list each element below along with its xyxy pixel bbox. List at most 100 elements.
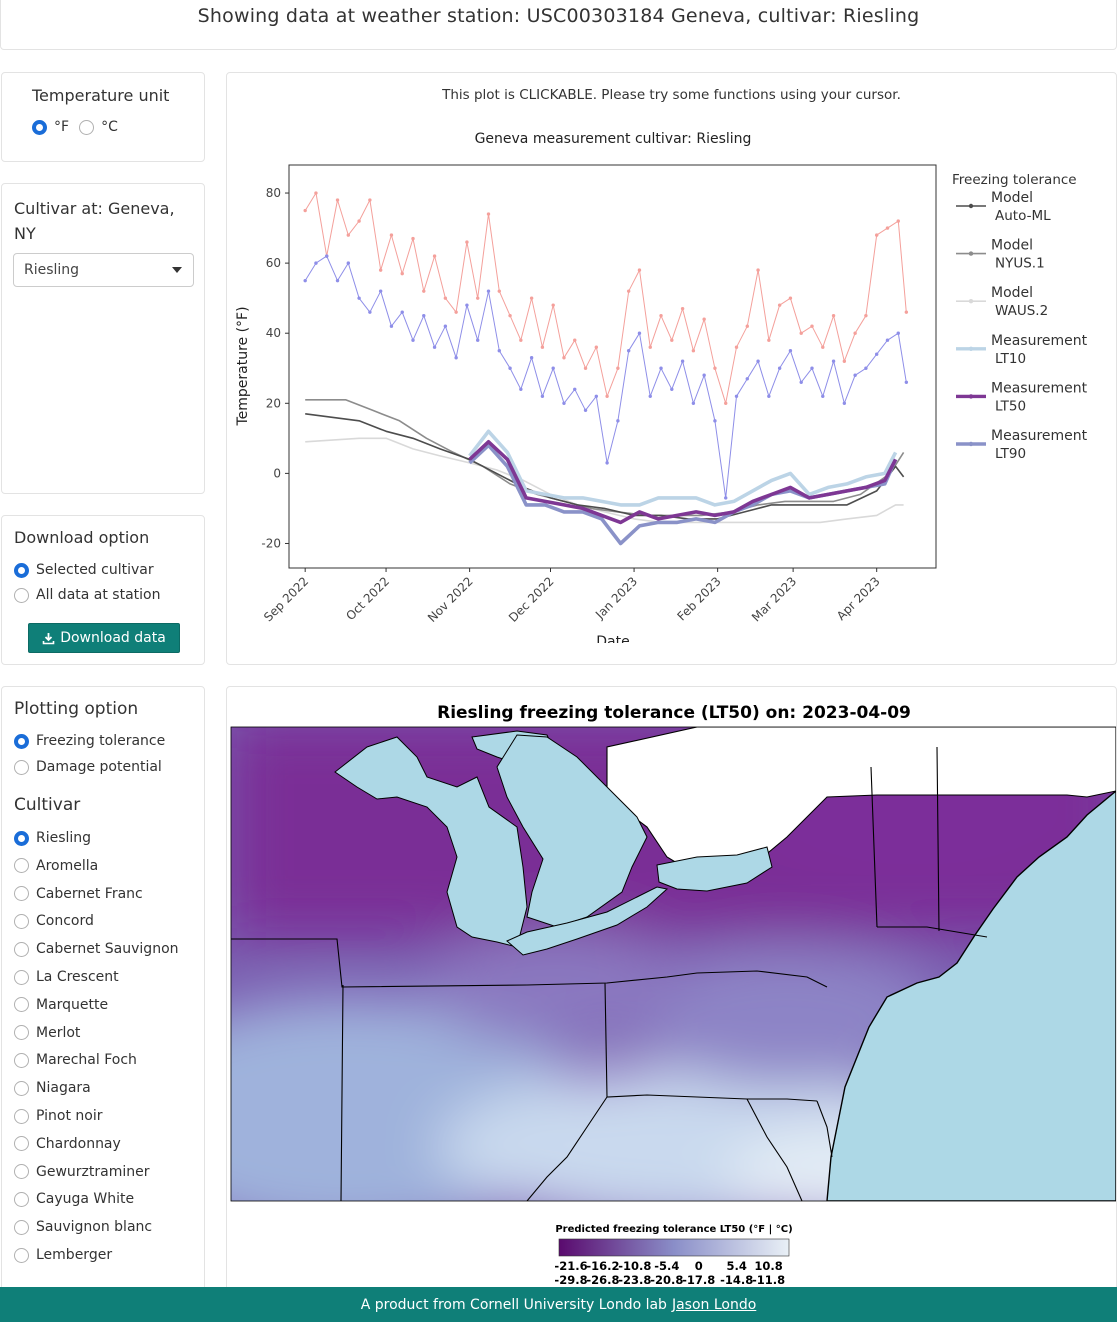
series-point[interactable] <box>594 394 599 398</box>
series-point[interactable] <box>799 380 803 384</box>
series-point[interactable] <box>853 373 857 377</box>
cultivar-radio[interactable]: La Crescent <box>14 969 119 985</box>
series-point[interactable] <box>904 380 909 384</box>
series-point[interactable] <box>616 419 620 423</box>
series-point[interactable] <box>864 313 868 318</box>
cultivar-radio[interactable]: Cabernet Sauvignon <box>14 941 179 957</box>
series-point[interactable] <box>583 408 588 413</box>
series-point[interactable] <box>637 331 642 335</box>
series-point[interactable] <box>368 198 372 202</box>
series-point[interactable] <box>583 366 588 370</box>
download-selected-cultivar-radio[interactable]: Selected cultivar <box>14 562 154 578</box>
series-point[interactable] <box>734 345 739 349</box>
series-point[interactable] <box>724 496 728 500</box>
series-point[interactable] <box>896 219 900 223</box>
series-point[interactable] <box>529 296 534 300</box>
series-point[interactable] <box>896 331 900 335</box>
series-point[interactable] <box>659 366 663 370</box>
series-point[interactable] <box>443 296 448 300</box>
cultivar-radio[interactable]: Concord <box>14 913 94 929</box>
series-point[interactable] <box>540 345 545 349</box>
series-line[interactable] <box>305 413 905 520</box>
series-point[interactable] <box>767 394 771 398</box>
series-point[interactable] <box>713 419 717 423</box>
cultivar-radio[interactable]: Aromella <box>14 858 98 874</box>
series-point[interactable] <box>454 310 458 314</box>
cultivar-radio[interactable]: Marechal Foch <box>14 1052 137 1068</box>
series-point[interactable] <box>540 394 545 398</box>
plot-freezing-tolerance-radio[interactable]: Freezing tolerance <box>14 733 165 749</box>
series-point[interactable] <box>810 324 814 328</box>
series-point[interactable] <box>670 387 674 391</box>
cultivar-radio[interactable]: Sauvignon blanc <box>14 1219 152 1235</box>
series-point[interactable] <box>465 303 469 307</box>
series-point[interactable] <box>648 394 652 398</box>
freezing-tolerance-map[interactable]: Riesling freezing tolerance (LT50) on: 2… <box>227 687 1116 1287</box>
series-point[interactable] <box>702 317 706 321</box>
series-point[interactable] <box>885 338 890 342</box>
cultivar-radio[interactable]: Niagara <box>14 1080 91 1096</box>
series-point[interactable] <box>314 191 318 195</box>
series-point[interactable] <box>853 331 857 335</box>
cultivar-radio[interactable]: Gewurztraminer <box>14 1164 149 1180</box>
series-point[interactable] <box>874 233 879 237</box>
series-line[interactable] <box>305 437 904 524</box>
series-point[interactable] <box>745 324 749 328</box>
cultivar-radio[interactable]: Cayuga White <box>14 1191 134 1207</box>
series-point[interactable] <box>821 394 825 398</box>
series-point[interactable] <box>411 236 415 241</box>
series-point[interactable] <box>368 310 372 314</box>
series-point[interactable] <box>562 401 566 405</box>
series-point[interactable] <box>691 401 696 405</box>
series-point[interactable] <box>821 345 825 349</box>
series-point[interactable] <box>777 303 782 307</box>
series-point[interactable] <box>626 349 631 353</box>
series-point[interactable] <box>454 356 458 360</box>
series-point[interactable] <box>573 338 577 342</box>
series-point[interactable] <box>745 377 749 381</box>
series-point[interactable] <box>713 366 717 370</box>
series-point[interactable] <box>508 313 512 318</box>
series-point[interactable] <box>691 349 696 353</box>
series-point[interactable] <box>486 289 491 293</box>
series-point[interactable] <box>400 310 404 314</box>
cultivar-radio[interactable]: Lemberger <box>14 1247 112 1263</box>
series-point[interactable] <box>432 345 437 349</box>
series-point[interactable] <box>303 278 307 283</box>
cultivar-radio[interactable]: Cabernet Franc <box>14 886 143 902</box>
series-point[interactable] <box>831 359 836 363</box>
series-point[interactable] <box>648 345 652 349</box>
series-point[interactable] <box>378 289 383 293</box>
cultivar-radio[interactable]: Pinot noir <box>14 1108 103 1124</box>
series-point[interactable] <box>680 306 685 311</box>
series-point[interactable] <box>605 394 609 398</box>
cultivar-radio[interactable]: Chardonnay <box>14 1136 121 1152</box>
series-point[interactable] <box>904 310 909 314</box>
series-point[interactable] <box>842 401 847 405</box>
series-point[interactable] <box>767 338 771 342</box>
series-point[interactable] <box>411 338 415 342</box>
series-point[interactable] <box>519 387 523 391</box>
series-point[interactable] <box>637 268 642 272</box>
series-point[interactable] <box>864 366 868 370</box>
series-point[interactable] <box>734 394 739 398</box>
series-point[interactable] <box>303 208 307 213</box>
series-point[interactable] <box>325 254 329 258</box>
series-point[interactable] <box>529 356 534 360</box>
series-line[interactable] <box>468 429 898 507</box>
series-point[interactable] <box>432 254 437 258</box>
series-point[interactable] <box>422 289 426 293</box>
cultivar-radio[interactable]: Riesling <box>14 830 91 846</box>
series-point[interactable] <box>874 352 879 356</box>
cultivar-radio[interactable]: Marquette <box>14 997 108 1013</box>
download-data-button[interactable]: Download data <box>28 623 180 653</box>
series-point[interactable] <box>357 296 361 300</box>
series-point[interactable] <box>346 261 351 265</box>
series-point[interactable] <box>756 359 760 363</box>
series-point[interactable] <box>756 268 760 272</box>
series-point[interactable] <box>346 233 351 237</box>
cultivar-dropdown[interactable]: Riesling <box>13 253 194 287</box>
series-point[interactable] <box>476 338 480 342</box>
series-point[interactable] <box>443 324 448 328</box>
series-point[interactable] <box>680 359 685 363</box>
